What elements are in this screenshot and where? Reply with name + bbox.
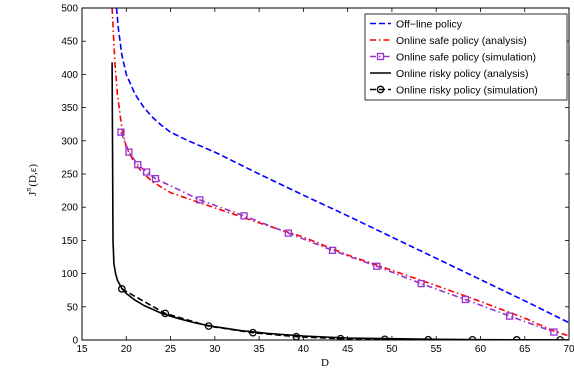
legend-label: Off−line policy (396, 18, 463, 30)
x-tick-label: 20 (121, 344, 133, 355)
data-point-4 (161, 309, 170, 318)
x-axis-label: D (321, 357, 329, 369)
legend-label: Online safe policy (analysis) (396, 35, 527, 47)
legend-box (364, 13, 568, 101)
data-point-2 (461, 295, 470, 304)
x-tick-label: 55 (431, 344, 443, 355)
x-tick-label: 70 (563, 344, 574, 355)
data-point-2 (134, 161, 142, 169)
y-axis-label: Jπ(D,ε) (24, 164, 39, 196)
y-tick-label: 500 (61, 4, 78, 15)
y-tick-label: 0 (72, 336, 78, 347)
x-tick-label: 40 (298, 344, 310, 355)
data-point-4 (249, 328, 257, 337)
data-point-2 (373, 262, 381, 270)
x-tick-label: 45 (342, 344, 354, 355)
data-point-2 (240, 212, 248, 220)
series-line-1 (111, 8, 569, 337)
x-tick-label: 15 (76, 344, 88, 355)
y-tick-label: 450 (61, 37, 78, 48)
data-point-4 (117, 285, 126, 293)
data-point-2 (328, 246, 337, 255)
legend-label: Online risky policy (analysis) (396, 68, 528, 80)
data-point-2 (125, 148, 133, 156)
legend-label: Online safe policy (simulation) (396, 51, 536, 63)
y-tick-label: 200 (61, 203, 78, 214)
x-tick-label: 30 (209, 344, 221, 355)
data-point-2 (196, 196, 204, 204)
series-line-2 (120, 131, 555, 333)
data-point-2 (550, 328, 558, 336)
ticks-layer: 15 20 25 30 35 40 45 50 55 60 65 70 0 50 100 150 200 250 3… (61, 4, 574, 356)
series-line-0 (115, 8, 569, 324)
y-tick-label: 400 (61, 70, 78, 81)
y-axis-label-main: J (27, 191, 39, 196)
data-point-2 (506, 312, 514, 320)
data-point-2 (417, 279, 425, 288)
legend-marker (376, 85, 385, 94)
legend-label: Online risky policy (simulation) (396, 84, 538, 96)
data-point-4 (204, 322, 213, 330)
data-point-2 (142, 168, 151, 176)
svg-text:Jπ(D,ε): Jπ(D,ε) (24, 164, 39, 196)
x-tick-label: 35 (254, 344, 266, 355)
y-tick-label: 300 (61, 136, 78, 147)
y-tick-label: 100 (61, 269, 78, 280)
data-point-4 (380, 335, 389, 340)
data-point-4 (336, 334, 345, 340)
x-tick-label: 65 (519, 344, 531, 355)
legend: Off−line policy Online safe policy (analy… (364, 13, 568, 101)
y-tick-label: 50 (67, 302, 79, 313)
legend-entries: Off−line policy Online safe policy (analy… (370, 18, 538, 96)
y-axis-label-args: (D,ε) (27, 164, 39, 187)
data-point-2 (284, 229, 292, 237)
y-tick-label: 350 (61, 103, 78, 114)
y-axis-label-superscript: π (24, 188, 33, 192)
y-tick-label: 250 (61, 170, 78, 181)
y-tick-label: 150 (61, 236, 78, 247)
x-tick-label: 25 (165, 344, 177, 355)
x-tick-label: 50 (386, 344, 398, 355)
x-tick-label: 60 (475, 344, 487, 355)
legend-marker (376, 52, 385, 61)
data-point-2 (151, 174, 160, 183)
data-point-2 (117, 128, 125, 136)
